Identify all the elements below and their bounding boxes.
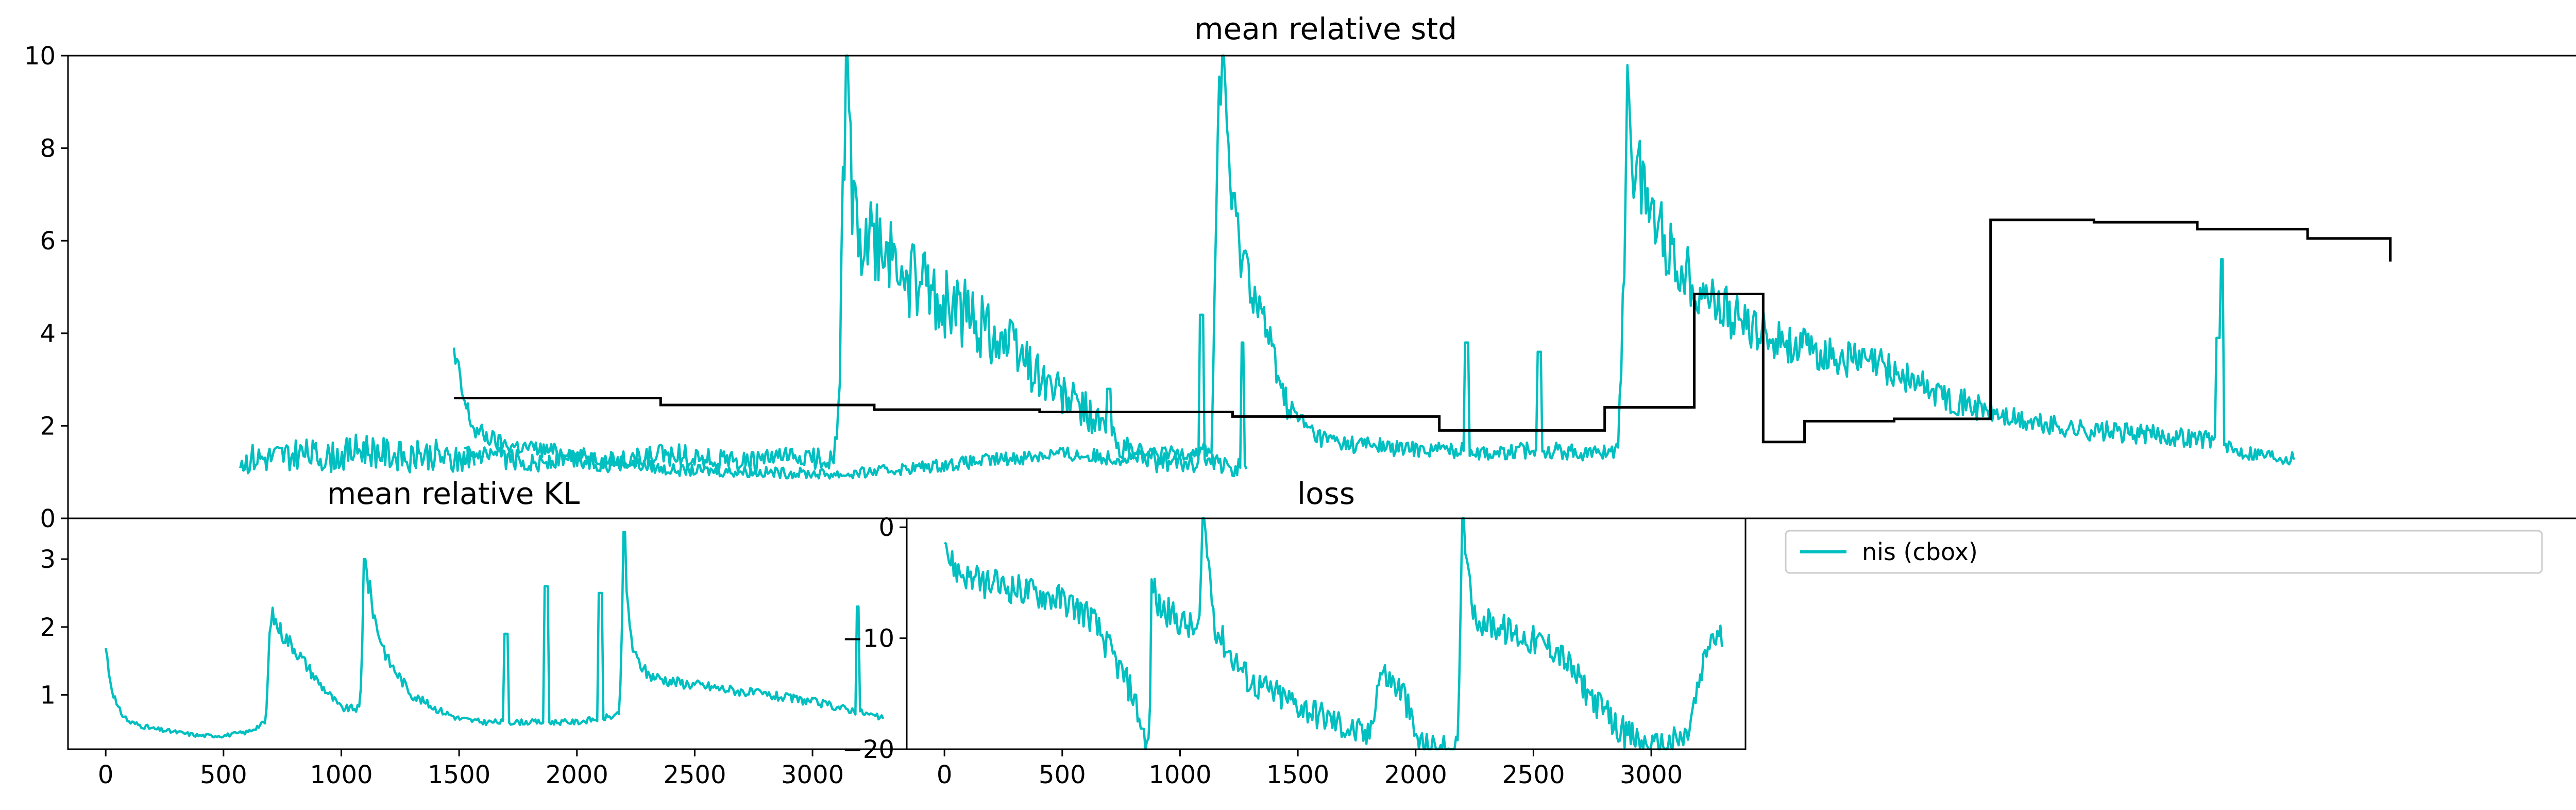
loss-xtick-label: 3000 [1620, 761, 1683, 789]
top-series-group [239, 54, 2392, 480]
loss-xaxis: 0 500 1000 1500 2000 2500 3000 [937, 749, 1683, 789]
kl-xtick-label: 1000 [310, 761, 372, 789]
top-ytick-label: 0 [40, 504, 56, 533]
top-series-ref [454, 218, 2392, 444]
top-yaxis: 0 2 4 6 8 10 [24, 42, 68, 533]
top-series-nis_b [464, 54, 1248, 478]
top-series-nis [452, 54, 2295, 480]
top-ytick-label: 10 [24, 42, 56, 71]
loss-xtick-label: 500 [1039, 761, 1086, 789]
panel-kl: mean relative KL 1 2 3 0 500 1000 1500 2000 250… [40, 476, 908, 789]
loss-frame [906, 517, 1747, 750]
kl-yaxis: 1 2 3 [40, 545, 68, 710]
kl-series-group [104, 531, 885, 739]
top-series-nis_c [239, 433, 476, 475]
kl-ytick-label: 1 [40, 681, 56, 710]
kl-ytick-label: 2 [40, 613, 56, 642]
kl-series-nis [104, 531, 885, 739]
kl-xaxis: 0 500 1000 1500 2000 2500 3000 [98, 749, 844, 789]
loss-series-nis [943, 517, 1723, 751]
top-ytick-label: 2 [40, 412, 56, 441]
kl-xtick-label: 0 [98, 761, 114, 789]
kl-title: mean relative KL [327, 476, 580, 511]
kl-ytick-label: 3 [40, 545, 56, 574]
loss-series-group [943, 517, 1723, 751]
loss-xtick-label: 0 [937, 761, 953, 789]
loss-xtick-label: 1000 [1148, 761, 1211, 789]
kl-xtick-label: 500 [200, 761, 247, 789]
legend-label-nis: nis (cbox) [1862, 538, 1978, 566]
panel-legend: nis (cbox) [1744, 518, 2543, 749]
loss-xtick-label: 1500 [1266, 761, 1329, 789]
top-title: mean relative std [1194, 11, 1457, 46]
loss-ytick-label: −20 [842, 735, 894, 764]
kl-xtick-label: 2500 [663, 761, 726, 789]
panel-loss: loss −20 −10 0 0 500 1000 1500 2000 2500 3000 [842, 476, 1747, 789]
loss-ytick-label: 0 [878, 513, 894, 542]
kl-xtick-label: 1500 [428, 761, 490, 789]
loss-xtick-label: 2500 [1502, 761, 1565, 789]
panel-top: mean relative std 0 2 4 6 8 10 [24, 11, 2576, 533]
kl-xtick-label: 3000 [781, 761, 844, 789]
top-frame [67, 55, 2576, 519]
loss-yaxis: −20 −10 0 [842, 513, 907, 764]
kl-frame [67, 517, 908, 750]
top-ytick-label: 6 [40, 227, 56, 256]
top-ytick-label: 4 [40, 319, 56, 348]
kl-xtick-label: 2000 [546, 761, 608, 789]
loss-ytick-label: −10 [842, 625, 894, 653]
legend-box [1785, 530, 2543, 574]
loss-title: loss [1297, 476, 1355, 511]
legend: nis (cbox) [1785, 530, 2543, 574]
loss-xtick-label: 2000 [1384, 761, 1447, 789]
top-ytick-label: 8 [40, 134, 56, 163]
